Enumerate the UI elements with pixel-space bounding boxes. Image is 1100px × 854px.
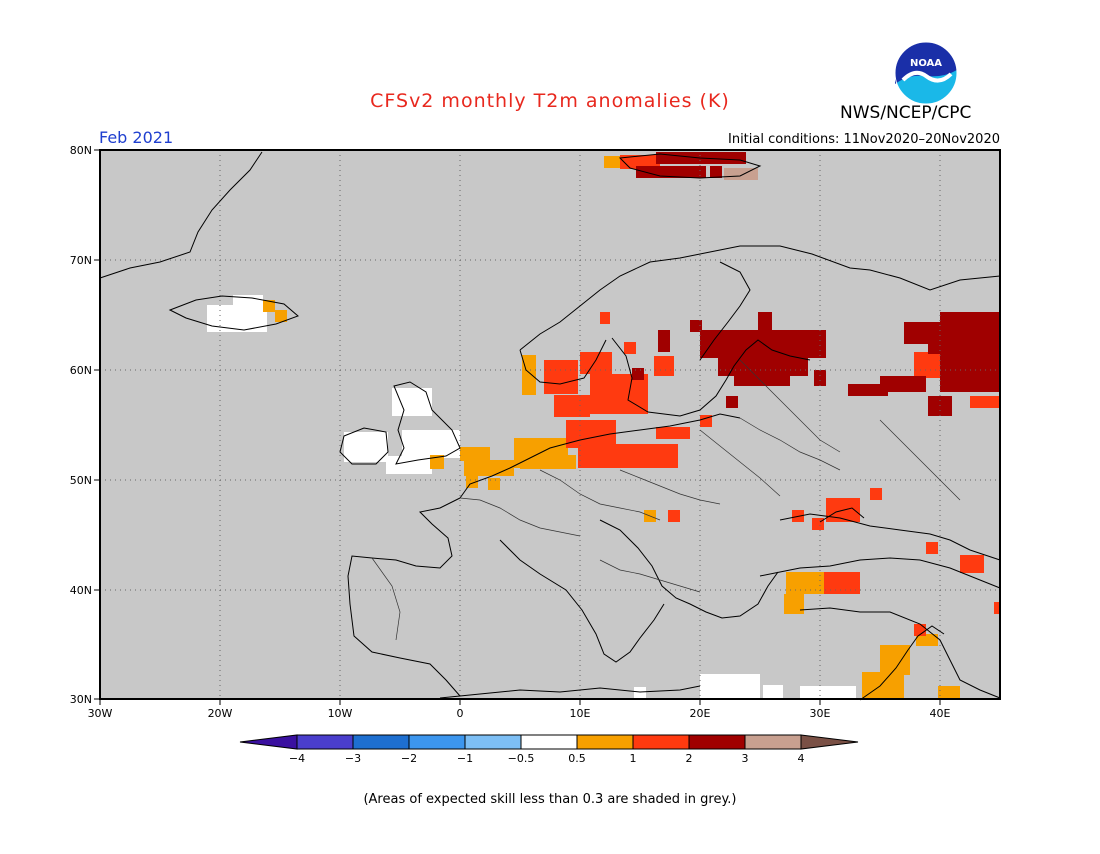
- latitude-labels: 80N 70N 60N 50N 40N 30N: [70, 144, 92, 706]
- colorbar-swatch: [688, 734, 746, 750]
- map-title: CFSv2 monthly T2m anomalies (K): [370, 90, 730, 112]
- valid-month-label: Feb 2021: [99, 128, 174, 147]
- colorbar-tick: 4: [798, 752, 805, 765]
- axis-ticks: [94, 149, 941, 705]
- colorbar-swatch: [520, 734, 578, 750]
- colorbar-tick: −0.5: [508, 752, 535, 765]
- colorbar-swatch: [352, 734, 410, 750]
- lat-label: 50N: [70, 474, 92, 487]
- noaa-logo-text: NOAA: [910, 58, 942, 69]
- graticule: [100, 150, 1000, 699]
- colorbar-arrow-left: [239, 734, 298, 750]
- lon-label: 30W: [88, 707, 113, 720]
- longitude-labels: 30W 20W 10W 0 10E 20E 30E 40E: [88, 707, 951, 720]
- colorbar-swatch: [464, 734, 522, 750]
- colorbar-tick: −2: [401, 752, 417, 765]
- colorbar-tick: −3: [345, 752, 361, 765]
- lat-label: 40N: [70, 584, 92, 597]
- lon-label: 0: [457, 707, 464, 720]
- lat-label: 70N: [70, 254, 92, 267]
- colorbar-swatch: [576, 734, 634, 750]
- lon-label: 40E: [930, 707, 951, 720]
- lon-label: 20W: [208, 707, 233, 720]
- colorbar-tick: −4: [289, 752, 305, 765]
- colorbar-tick: 0.5: [568, 752, 586, 765]
- colorbar-tick: 3: [742, 752, 749, 765]
- colorbar-labels: −4 −3 −2 −1 −0.5 0.5 1 2 3 4: [289, 752, 805, 765]
- colorbar-arrow-right: [800, 734, 859, 750]
- initial-conditions-label: Initial conditions: 11Nov2020–20Nov2020: [728, 132, 1000, 147]
- lat-label: 60N: [70, 364, 92, 377]
- lon-label: 10E: [570, 707, 591, 720]
- lon-label: 10W: [328, 707, 353, 720]
- colorbar-swatch: [296, 734, 354, 750]
- map-background: [100, 150, 1000, 699]
- colorbar-tick: −1: [457, 752, 473, 765]
- skill-footnote: (Areas of expected skill less than 0.3 a…: [363, 792, 737, 807]
- colorbar-swatch: [408, 734, 466, 750]
- lon-label: 30E: [810, 707, 831, 720]
- noaa-logo: NOAA: [893, 40, 959, 110]
- country-borders: [371, 359, 961, 641]
- colorbar-tick: 2: [686, 752, 693, 765]
- colorbar-swatch: [744, 734, 802, 750]
- lon-label: 20E: [690, 707, 711, 720]
- colorbar: [239, 734, 859, 750]
- lat-label: 80N: [70, 144, 92, 157]
- colorbar-swatch: [632, 734, 690, 750]
- colorbar-tick: 1: [630, 752, 637, 765]
- lat-label: 30N: [70, 693, 92, 706]
- organization-label: NWS/NCEP/CPC: [840, 103, 972, 123]
